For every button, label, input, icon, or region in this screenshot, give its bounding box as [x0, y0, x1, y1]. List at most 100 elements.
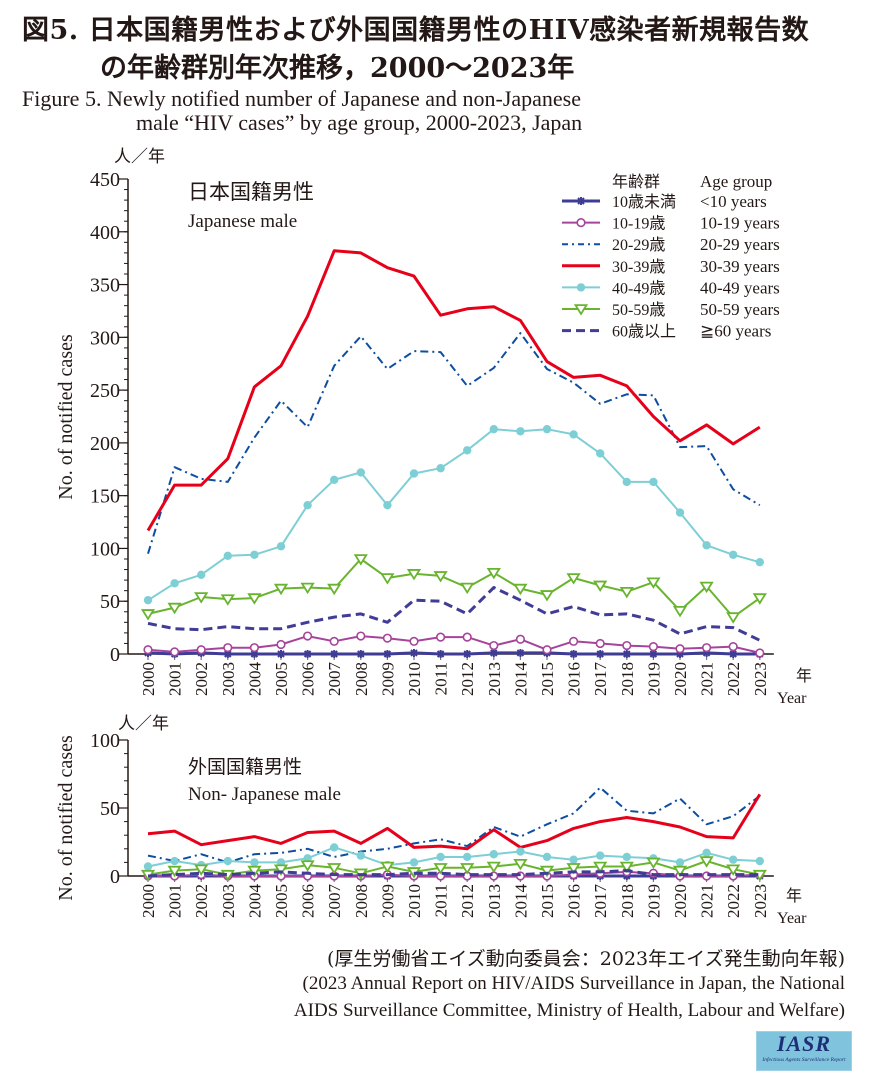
point-a50-0 — [140, 609, 156, 621]
point-u10-8 — [357, 650, 365, 658]
point-a40-10 — [409, 858, 419, 867]
point-a50-14 — [513, 859, 528, 871]
point-a50-22 — [726, 864, 741, 876]
point-a50-13 — [486, 567, 501, 580]
x-tick-label-1: 2009 — [378, 884, 397, 918]
point-a50-1 — [167, 602, 182, 615]
series-line-a50 — [147, 558, 761, 619]
x-tick-label-0: 2019 — [644, 662, 663, 696]
point-u10-6 — [303, 650, 312, 658]
series-line-a50 — [147, 860, 760, 876]
legend-label-jp-a40: 40-49歳 — [612, 279, 665, 297]
point-a50-12 — [460, 863, 475, 875]
series-line-a20 — [147, 332, 761, 554]
point-a50-18 — [619, 861, 634, 874]
x-tick-label-0: 2018 — [618, 662, 637, 696]
lower-chart-subtitle: Non- Japanese male — [188, 784, 341, 805]
legend-item-a10: 10-19歳 10-19 years — [562, 214, 780, 233]
point-a10-4 — [249, 643, 259, 653]
point-a40-0 — [143, 862, 153, 871]
point-a40-9 — [383, 500, 392, 510]
y-tick-label-0: 300 — [90, 327, 120, 349]
point-a40-23 — [755, 856, 764, 866]
legend-item-a60: 60歳以上 ≧60 years — [562, 322, 771, 341]
point-a50-3 — [220, 594, 235, 606]
point-a50-legend — [573, 304, 589, 316]
point-a40-12 — [463, 852, 472, 862]
y-tick-label-0: 250 — [90, 380, 120, 402]
point-a10-18 — [622, 640, 632, 651]
point-a10-12 — [462, 632, 472, 642]
legend-label-jp-a50: 50-59歳 — [612, 301, 665, 319]
x-tick-label-0: 2000 — [139, 662, 158, 696]
point-a40-13 — [489, 424, 498, 434]
x-tick-label-0: 2013 — [485, 662, 504, 696]
point-a40-17 — [596, 851, 605, 860]
point-a40-15 — [542, 852, 552, 862]
legend-label-jp-a30: 30-39歳 — [612, 258, 665, 276]
x-tick-label-0: 2004 — [245, 662, 264, 697]
point-a40-3 — [223, 551, 232, 561]
point-a10-16 — [568, 636, 579, 646]
point-u10-5 — [277, 650, 285, 658]
x-tick-label-1: 2005 — [272, 884, 291, 918]
point-a40-1 — [170, 579, 179, 588]
point-a10-11 — [436, 632, 446, 642]
source-en-line2: AIDS Surveillance Committee, Ministry of… — [293, 1000, 845, 1021]
lower-series — [140, 786, 767, 882]
upper-x-label: Year — [777, 690, 807, 707]
upper-chart-subtitle: Japanese male — [188, 211, 297, 232]
legend-label-en-a30: 30-39 years — [700, 257, 780, 276]
point-a50-21 — [699, 856, 714, 868]
point-a50-6 — [300, 582, 315, 595]
point-a50-16 — [566, 863, 581, 875]
iasr-logo-text: IASR — [776, 1031, 832, 1056]
series-line-a10 — [147, 635, 761, 654]
x-tick-label-0: 2023 — [751, 662, 770, 696]
point-a10-22 — [728, 642, 738, 652]
point-a10-19 — [648, 642, 659, 652]
point-a40-8 — [356, 851, 365, 860]
x-tick-label-0: 2010 — [405, 662, 424, 696]
y-tick-label-0: 50 — [100, 591, 120, 613]
x-tick-label-0: 2003 — [219, 662, 238, 696]
point-a50-15 — [539, 865, 555, 878]
point-a50-9 — [380, 573, 395, 585]
point-u10-legend — [577, 197, 585, 205]
point-u10-17 — [596, 650, 604, 658]
lower-x-unit-jp: 年 — [786, 887, 802, 905]
legend-label-en-u10: <10 years — [700, 192, 767, 211]
point-a50-18 — [619, 586, 634, 599]
point-u10-11 — [436, 650, 445, 658]
series-a60-0 — [147, 586, 761, 642]
legend-label-jp-a60: 60歳以上 — [612, 323, 676, 341]
x-tick-label-1: 2004 — [245, 884, 264, 919]
point-a10-14 — [515, 634, 526, 644]
point-a50-22 — [726, 612, 741, 624]
iasr-logo-subtext: Infectious Agents Surveillance Report — [762, 1057, 846, 1063]
upper-series — [140, 249, 767, 658]
x-tick-label-1: 2015 — [538, 884, 557, 918]
point-a40-5 — [276, 542, 286, 551]
x-tick-label-1: 2013 — [485, 884, 504, 918]
x-tick-label-1: 2008 — [352, 884, 371, 918]
series-a50-1 — [140, 856, 767, 882]
point-a40-20 — [675, 858, 685, 867]
point-a50-4 — [247, 593, 262, 605]
point-a40-23 — [755, 557, 764, 567]
point-a50-9 — [380, 861, 395, 874]
point-a40-22 — [729, 855, 738, 864]
point-a50-2 — [194, 864, 209, 876]
x-tick-label-1: 2014 — [511, 884, 530, 919]
point-a10-5 — [276, 639, 286, 650]
point-a50-2 — [194, 592, 209, 604]
series-line-a60 — [147, 869, 760, 878]
figure-title-jp-line1: 図5. 日本国籍男性および外国国籍男性のHIV感染者新規報告数 — [22, 15, 810, 46]
legend-label-en-a10: 10-19 years — [700, 214, 780, 233]
series-a40-0 — [143, 424, 764, 605]
point-a40-12 — [463, 446, 472, 455]
x-tick-label-0: 2006 — [299, 662, 318, 696]
legend-header-jp: 年齢群 — [612, 173, 660, 191]
y-tick-label-1: 50 — [100, 798, 120, 820]
figure-title-jp-line2: の年齢群別年次推移，2000～2023年 — [100, 53, 575, 84]
